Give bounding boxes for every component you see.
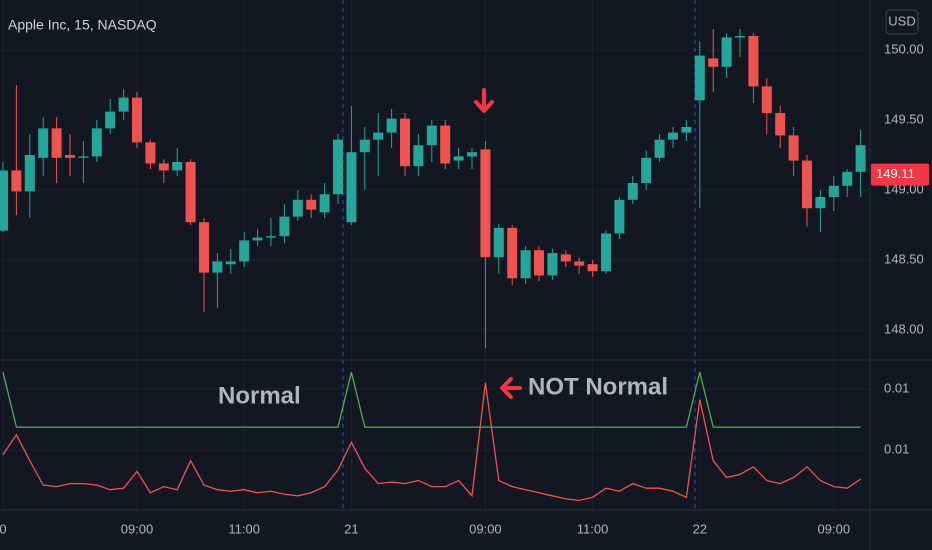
- candle-body: [654, 139, 665, 158]
- candle-body: [788, 135, 799, 161]
- indicator-line: [2, 382, 861, 502]
- x-tick-label: 22: [693, 521, 707, 536]
- candle-body: [132, 97, 142, 143]
- candle-body: [560, 254, 571, 262]
- candle-body: [185, 162, 196, 223]
- left-arrow: [500, 377, 522, 399]
- x-tick-label: 11:00: [228, 521, 260, 536]
- candle-body: [306, 199, 317, 210]
- candle-body: [721, 37, 732, 67]
- y-tick-label: 149.50: [884, 111, 924, 126]
- candle-body: [534, 250, 544, 276]
- candle-body: [78, 156, 89, 158]
- candle-body: [91, 128, 102, 157]
- candle-body: [520, 250, 531, 279]
- x-tick-label: 09:00: [818, 521, 851, 536]
- last-price-box: [871, 163, 929, 186]
- candle-body: [708, 58, 719, 67]
- candle-body: [239, 240, 250, 262]
- annotation-normal: Normal: [218, 382, 301, 409]
- candle-body: [493, 227, 504, 258]
- candle-body: [346, 152, 357, 223]
- grid: [0, 0, 870, 510]
- candle-body: [748, 35, 759, 87]
- candle-body: [386, 118, 397, 133]
- candle-body: [574, 261, 585, 266]
- candle-body: [199, 222, 209, 273]
- candle-body: [694, 55, 705, 101]
- candle-body: [587, 264, 598, 272]
- candle-body: [627, 183, 638, 200]
- candle-body: [319, 194, 330, 213]
- candle-body: [413, 145, 424, 167]
- candle-body: [802, 160, 812, 209]
- candle-body: [400, 118, 410, 167]
- candle-body: [38, 128, 49, 158]
- y-tick-label: 0.01: [884, 380, 909, 395]
- candle-body: [172, 162, 183, 171]
- candle-body: [453, 156, 464, 161]
- marks: [0, 28, 866, 502]
- y-tick-label: 150.00: [884, 41, 924, 56]
- y-tick-label: 0.01: [884, 441, 909, 456]
- candle-body: [681, 127, 692, 133]
- candle-body: [252, 237, 263, 241]
- x-tick-label: 09:00: [469, 521, 502, 536]
- y-tick-label: 148.00: [884, 321, 924, 336]
- candle-body: [440, 125, 451, 164]
- x-tick-label: 0: [0, 521, 7, 536]
- candle-body: [507, 227, 518, 279]
- candle-body: [51, 128, 62, 158]
- candle-body: [158, 163, 169, 171]
- candle-body: [828, 185, 839, 198]
- candle-body: [601, 233, 611, 272]
- last-price-label: 149.11: [876, 166, 915, 181]
- candle-body: [292, 199, 303, 217]
- candle-body: [359, 139, 370, 153]
- candle-body: [24, 155, 35, 192]
- candle-body: [668, 132, 678, 140]
- candle-body: [547, 253, 558, 276]
- annotation-not-normal: NOT Normal: [528, 373, 668, 400]
- candle-body: [145, 142, 156, 164]
- candle-body: [333, 139, 343, 195]
- currency-box: [885, 9, 919, 35]
- y-tick-label: 148.50: [884, 251, 924, 266]
- candle-body: [266, 236, 276, 238]
- candle-body: [641, 157, 652, 184]
- x-tick-label: 11:00: [577, 521, 609, 536]
- candle-body: [373, 132, 384, 140]
- candle-body: [467, 152, 477, 157]
- candle-body: [775, 112, 786, 136]
- down-arrow: [474, 88, 494, 113]
- candle-body: [65, 155, 75, 158]
- candle-body: [480, 149, 491, 258]
- x-tick-label: 09:00: [121, 521, 154, 536]
- candle-body: [118, 97, 129, 112]
- candle-body: [105, 111, 116, 129]
- candle-body: [855, 145, 866, 172]
- candle-body: [815, 197, 826, 209]
- candle-body: [842, 171, 853, 186]
- indicator-line: [2, 372, 861, 428]
- candle-body: [614, 199, 625, 234]
- candle-body: [279, 216, 290, 237]
- chart-title: Apple Inc, 15, NASDAQ: [8, 17, 157, 33]
- currency: USD: [888, 13, 915, 28]
- candle-body: [761, 86, 772, 113]
- candle-body: [0, 170, 8, 231]
- candle-body: [212, 261, 223, 273]
- candle-body: [225, 261, 236, 265]
- candle-body: [11, 170, 22, 192]
- candle-body: [735, 35, 745, 38]
- candle-body: [426, 125, 437, 146]
- x-tick-label: 21: [344, 521, 358, 536]
